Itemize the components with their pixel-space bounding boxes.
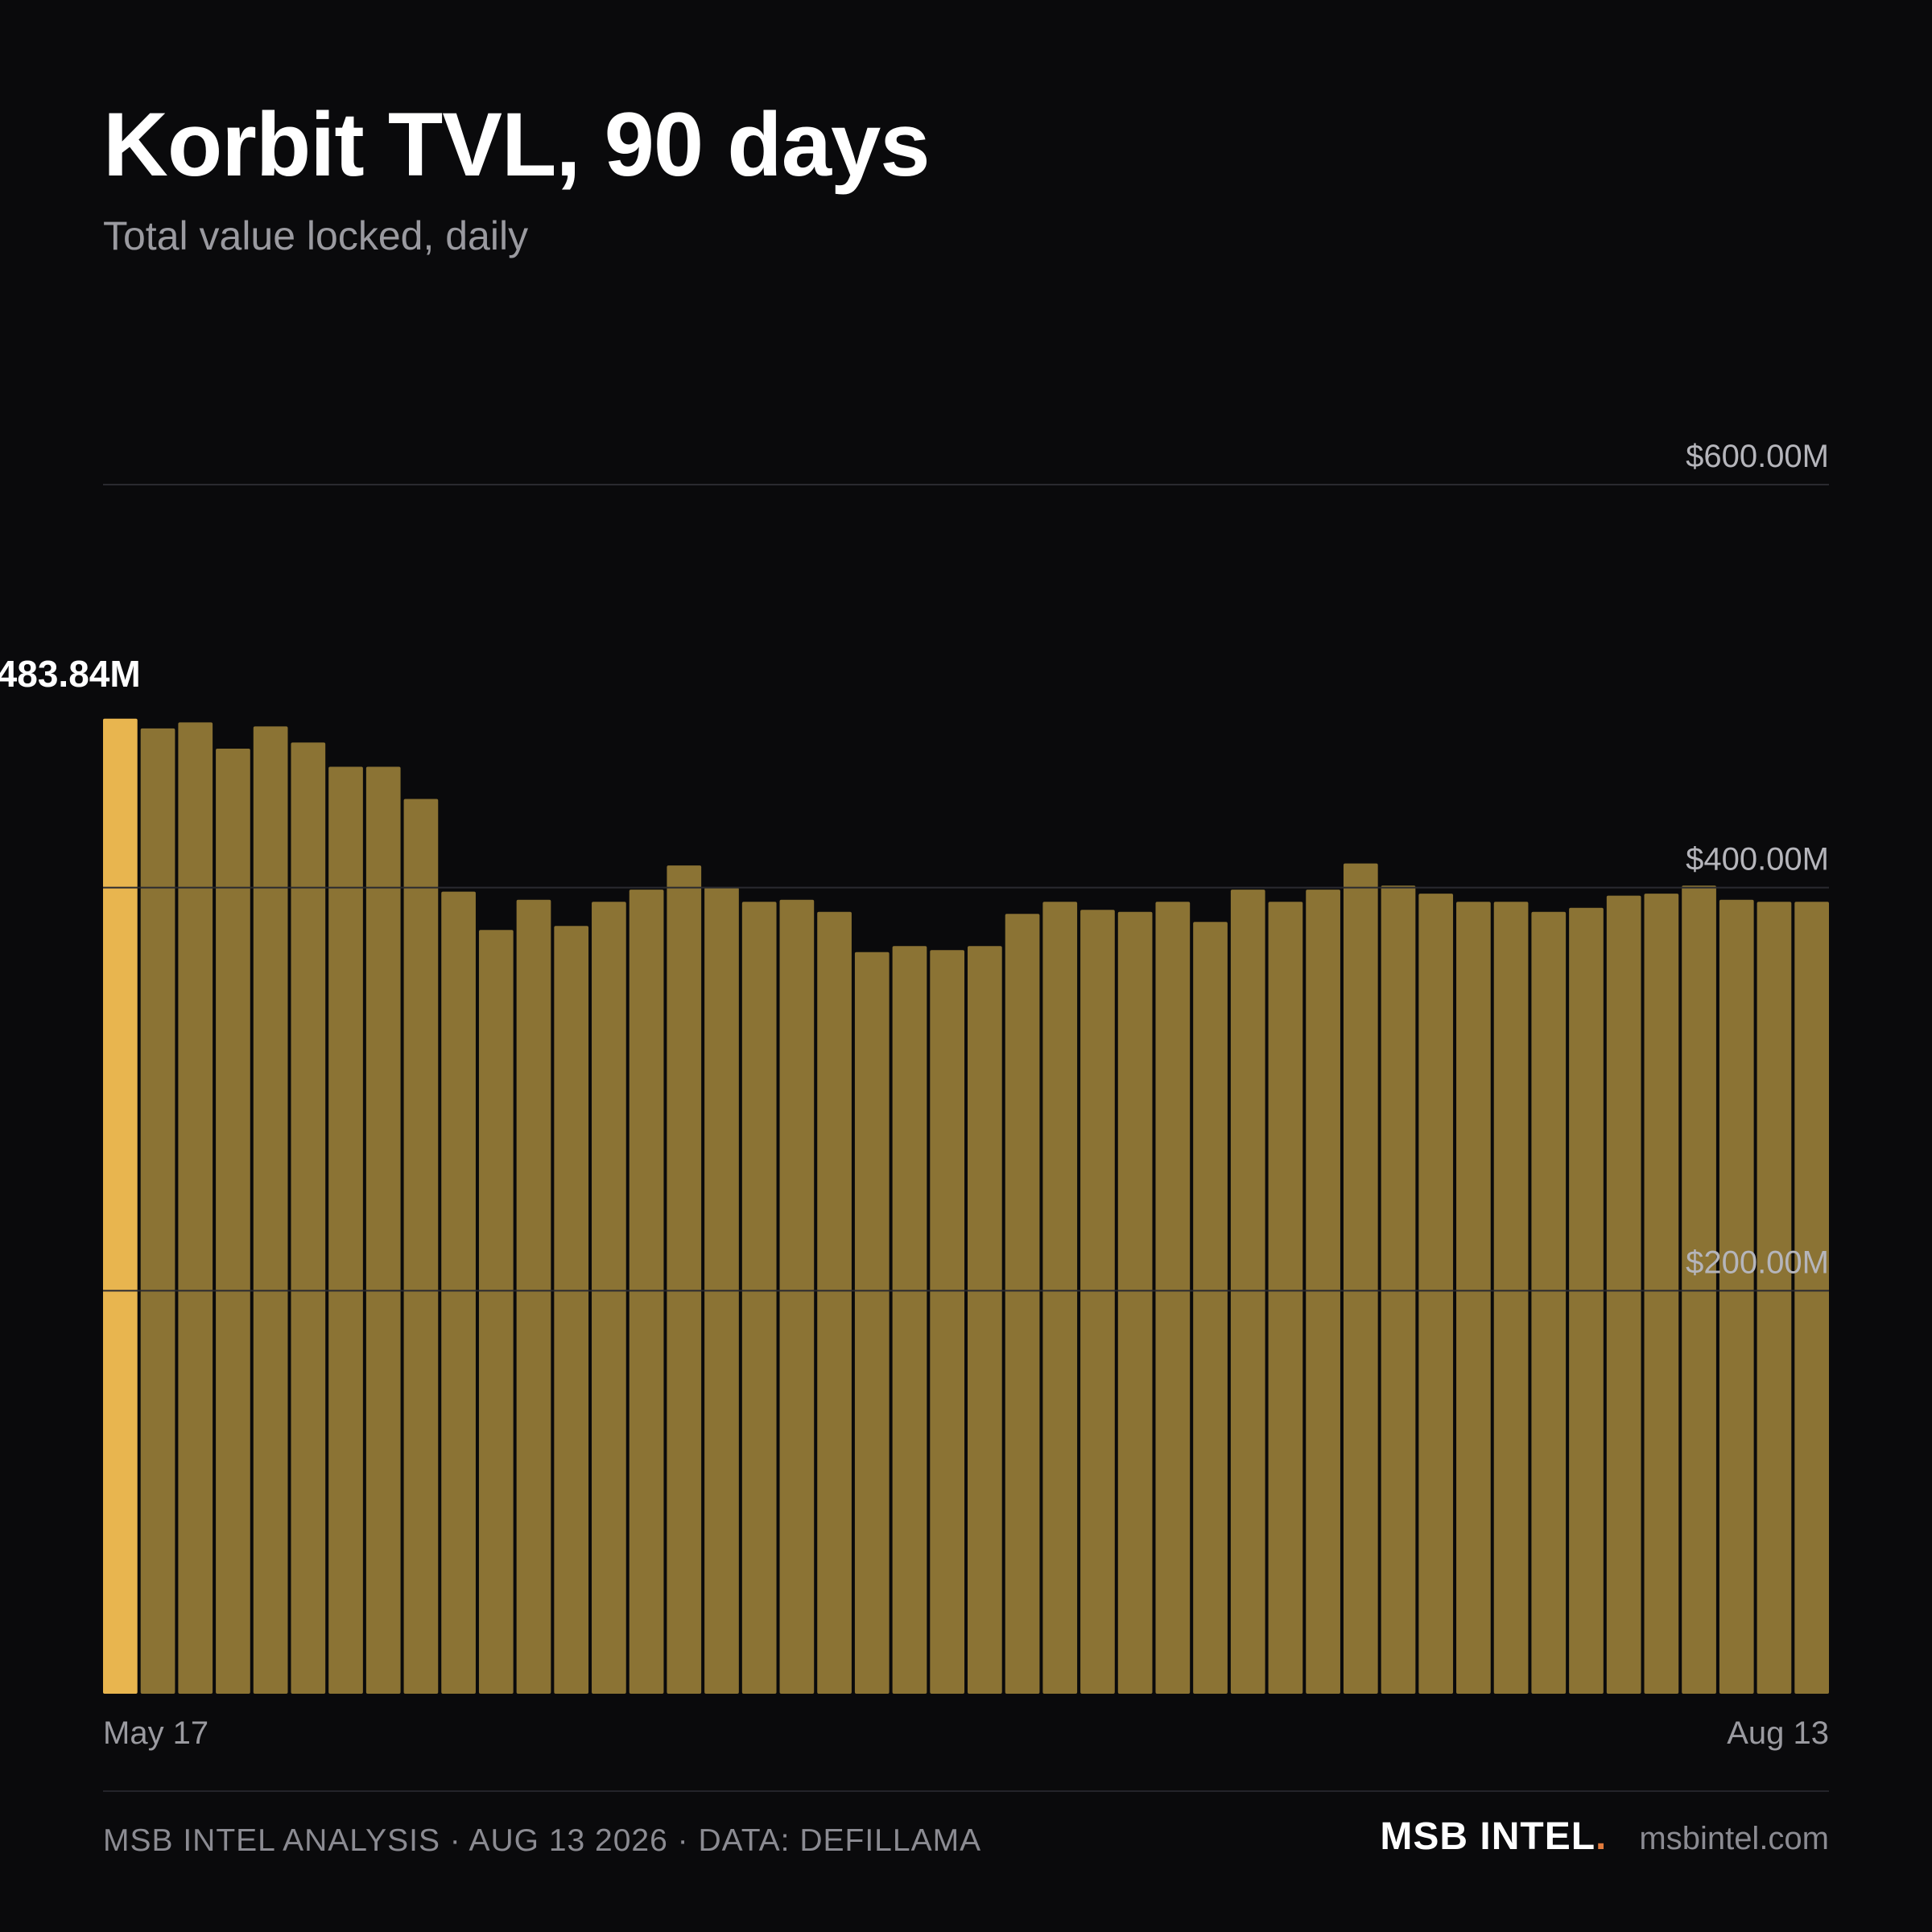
y-tick-label: $400.00M: [1686, 842, 1829, 877]
bar: [1757, 902, 1792, 1694]
bar: [1005, 914, 1040, 1694]
site-link[interactable]: msbintel.com: [1639, 1821, 1829, 1856]
bar: [1306, 890, 1340, 1694]
x-start-label: May 17: [103, 1715, 208, 1751]
bar: [1080, 910, 1115, 1694]
bar: [592, 902, 626, 1694]
bar: [441, 891, 476, 1694]
highlight-value-label: $483.84M: [0, 653, 141, 695]
bar: [1569, 907, 1604, 1694]
bar: [629, 890, 664, 1694]
footer-divider: [103, 1790, 1829, 1792]
y-tick-label: $600.00M: [1686, 439, 1829, 474]
bar: [854, 952, 890, 1694]
chart-subtitle: Total value locked, daily: [103, 213, 529, 258]
bar: [1268, 902, 1303, 1694]
bar: [403, 799, 439, 1694]
bar: [1193, 922, 1228, 1694]
bar: [1155, 902, 1191, 1694]
brand-logo: MSB INTEL.: [1380, 1818, 1607, 1856]
bar: [1531, 911, 1567, 1694]
bar: [554, 926, 589, 1694]
brand-name: MSB INTEL: [1380, 1815, 1596, 1858]
bar: [1644, 894, 1679, 1694]
y-tick-label: $200.00M: [1686, 1245, 1829, 1280]
bar: [1456, 902, 1491, 1694]
brand-dot: .: [1596, 1815, 1608, 1858]
bar: [216, 748, 250, 1695]
bar: [1117, 911, 1153, 1694]
highlight-bar: [103, 718, 138, 1694]
bar: [478, 930, 514, 1694]
bar: [667, 865, 702, 1694]
bar: [741, 902, 777, 1694]
footer-brand-group: MSB INTEL. msbintel.com: [1380, 1818, 1829, 1856]
bar: [817, 911, 852, 1694]
footer-source: MSB INTEL ANALYSIS · AUG 13 2026 · DATA:…: [103, 1823, 982, 1858]
bar: [1719, 899, 1754, 1694]
bar: [140, 728, 175, 1694]
bar: [968, 946, 1002, 1694]
bar: [1230, 890, 1265, 1694]
bar-series: [103, 718, 1829, 1695]
bar: [779, 899, 815, 1694]
bar: [1682, 886, 1716, 1694]
bar: [1794, 902, 1829, 1694]
bar: [178, 722, 213, 1694]
bar: [1042, 902, 1078, 1694]
bar: [892, 946, 927, 1694]
bar: [1381, 886, 1416, 1694]
bar: [328, 766, 363, 1694]
bar: [253, 726, 288, 1694]
chart-title: Korbit TVL, 90 days: [103, 94, 931, 195]
bar: [365, 766, 401, 1694]
x-end-label: Aug 13: [1727, 1715, 1829, 1751]
bar: [930, 950, 964, 1694]
bar: [1493, 902, 1529, 1694]
bar: [516, 899, 551, 1694]
bar: [1418, 894, 1454, 1694]
bar: [1343, 863, 1378, 1694]
bar: [1606, 895, 1641, 1694]
bar: [291, 742, 326, 1695]
